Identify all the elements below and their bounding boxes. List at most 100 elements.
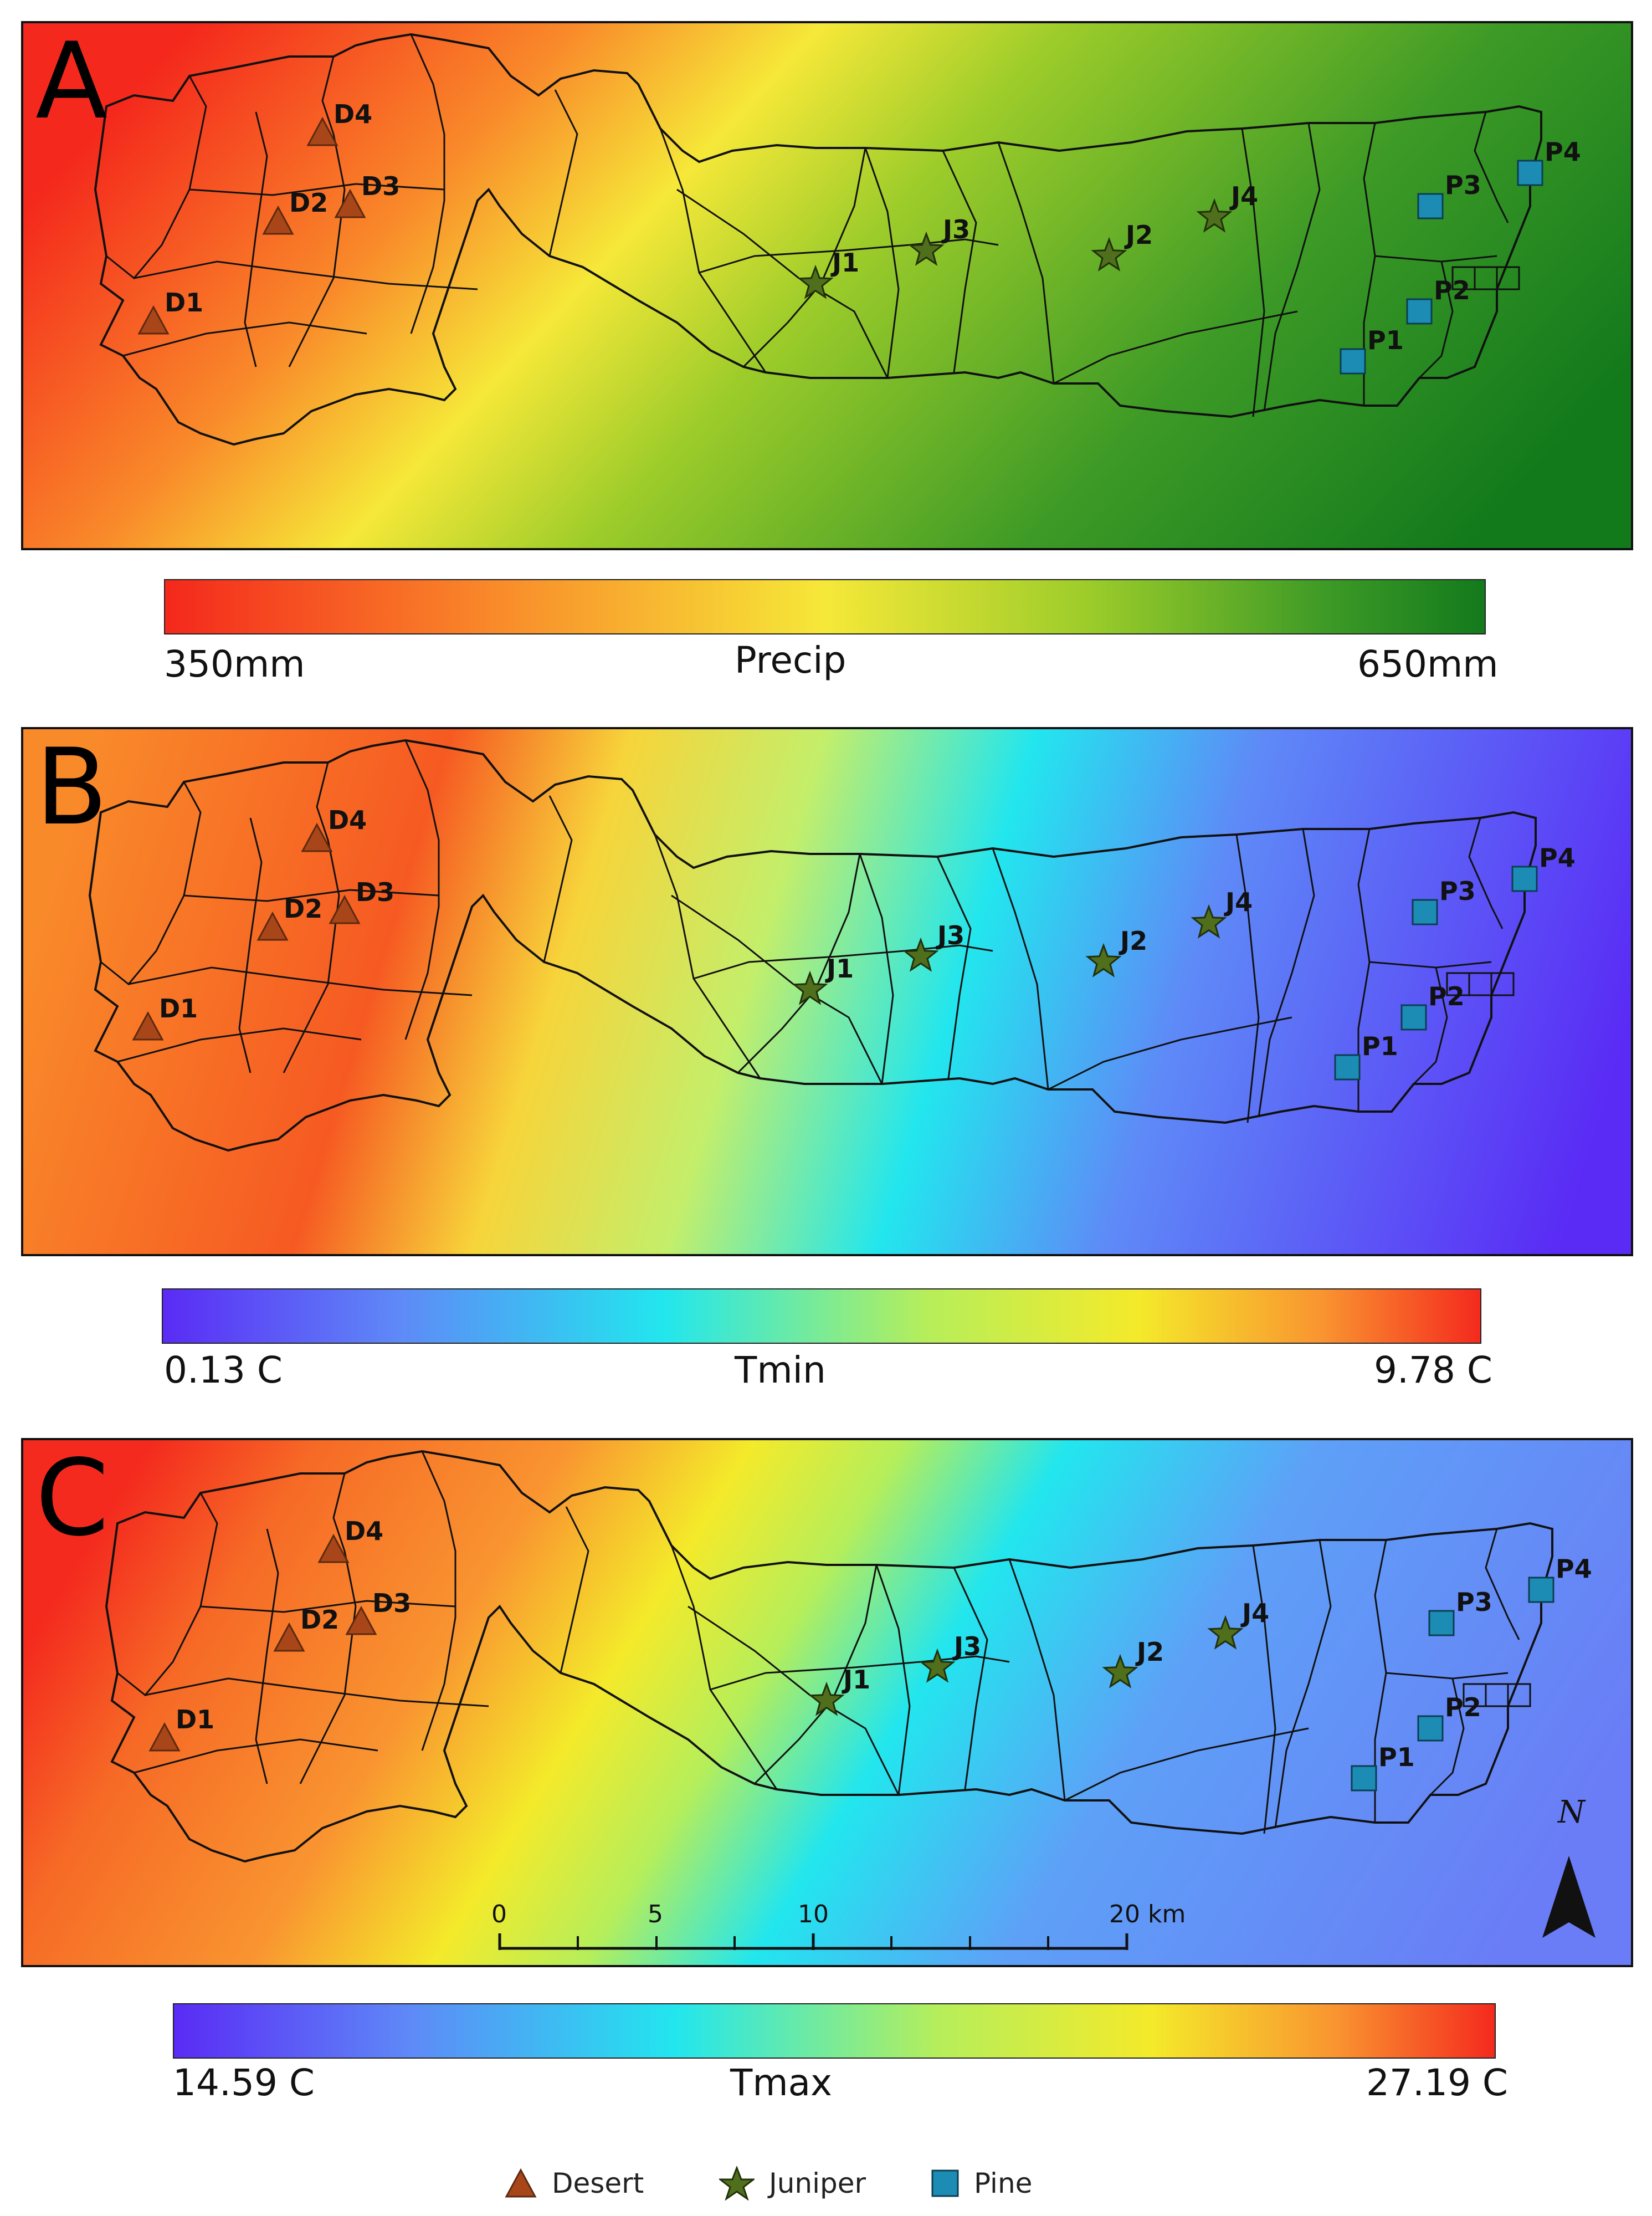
map-panel-precip: D1 D2 D3 D4 J1 J2 J3 J4 P1 P2 P3 P4 A: [21, 21, 1633, 550]
juniper-site-marker: [1207, 1615, 1244, 1650]
desert-site-label: D3: [361, 171, 400, 201]
allotment-boundary: [1274, 1539, 1332, 1829]
desert-site-marker: [137, 305, 170, 335]
allotment-boundary: [183, 889, 439, 902]
study-area-outline: [94, 33, 1542, 446]
allotment-boundary: [1048, 1016, 1292, 1091]
desert-site-marker: [148, 1722, 181, 1752]
juniper-site-label: J4: [1224, 887, 1253, 917]
allotment-boundary: [1468, 817, 1504, 929]
precip-colorbar: [164, 579, 1486, 634]
study-area-outline: [88, 739, 1537, 1152]
north-label: N: [1557, 1794, 1586, 1830]
allotment-boundary: [100, 781, 202, 986]
pine-site-label: P1: [1362, 1031, 1398, 1061]
allotment-boundary: [1507, 1683, 1531, 1707]
tmax-raster: D1 D2 D3 D4 J1 J2 J3 J4 P1 P2 P3 P4 0 5 10 20 km N: [23, 1440, 1631, 1965]
pine-site-label: P1: [1378, 1742, 1415, 1772]
study-area-boundaries: D1 D2 D3 D4 J1 J2 J3 J4 P1 P2 P3 P4: [88, 739, 1576, 1152]
allotment-boundary: [238, 817, 263, 1073]
juniper-site-label: J1: [825, 954, 854, 984]
allotment-boundary: [942, 150, 977, 373]
pine-site-marker: [1417, 193, 1444, 219]
allotment-boundary: [128, 966, 473, 996]
desert-site-label: D2: [300, 1605, 339, 1635]
juniper-site-marker: [1091, 237, 1127, 272]
desert-site-marker: [345, 1605, 377, 1635]
desert-site-label: D3: [356, 877, 394, 907]
allotment-boundary: [953, 1567, 988, 1790]
pine-site-label: P3: [1445, 170, 1481, 200]
scale-bar: 0 5 10 20 km: [491, 1900, 1186, 1950]
tmin-max-label: 9.78 C: [1374, 1349, 1493, 1391]
precip-min-label: 350mm: [164, 643, 305, 685]
desert-site-marker: [334, 188, 366, 218]
legend: Desert Juniper Pine: [499, 2161, 1108, 2205]
desert-site-marker: [273, 1622, 305, 1652]
juniper-site-marker: [919, 1648, 956, 1683]
allotment-boundary: [859, 853, 894, 1084]
star-icon: [719, 2166, 755, 2200]
pine-site-label: P2: [1428, 981, 1465, 1011]
desert-site-label: D1: [159, 994, 198, 1023]
pine-site-label: P2: [1434, 275, 1470, 305]
allotment-boundary: [992, 848, 1049, 1090]
scale-tick-10: 10: [798, 1900, 829, 1928]
desert-site-label: D1: [176, 1705, 214, 1734]
pine-site-marker: [1334, 1054, 1361, 1081]
allotment-boundary: [1258, 828, 1315, 1118]
study-area-boundaries: D1 D2 D3 D4 J1 J2 J3 J4 P1 P2 P3 P4: [105, 1450, 1592, 1863]
desert-site-marker: [301, 822, 333, 852]
allotment-boundary: [997, 142, 1055, 384]
pine-site-marker: [1340, 348, 1366, 375]
allotment-boundary: [560, 1506, 589, 1673]
pine-site-marker: [1517, 160, 1543, 186]
panel-letter: B: [35, 727, 108, 848]
north-arrow-icon: N: [1542, 1794, 1595, 1938]
desert-site-marker: [329, 894, 361, 924]
allotment-boundary: [1429, 1678, 1465, 1796]
allotment-boundary: [117, 1027, 362, 1063]
pine-site-label: P4: [1556, 1554, 1592, 1584]
juniper-site-label: J3: [936, 920, 964, 950]
juniper-site-marker: [1191, 904, 1227, 939]
juniper-site-label: J2: [1119, 926, 1147, 956]
allotment-boundary: [548, 89, 578, 257]
allotment-boundary: [1053, 310, 1298, 385]
juniper-site-label: J4: [1240, 1598, 1269, 1628]
allotment-boundary: [693, 944, 993, 980]
allotment-boundary: [410, 34, 445, 334]
pine-site-label: P3: [1439, 876, 1476, 906]
allotment-boundary: [1413, 967, 1448, 1085]
legend-juniper: Juniper: [719, 2161, 866, 2205]
map-panel-tmax: D1 D2 D3 D4 J1 J2 J3 J4 P1 P2 P3 P4 0 5 10 20 km N …: [21, 1438, 1633, 1967]
legend-pine: Pine: [931, 2161, 1032, 2205]
tmin-raster: D1 D2 D3 D4 J1 J2 J3 J4 P1 P2 P3 P4: [23, 729, 1631, 1254]
triangle-icon: [505, 2168, 537, 2198]
allotment-boundary: [699, 238, 999, 274]
allotment-boundary: [1241, 128, 1265, 417]
allotment-boundary: [1064, 1727, 1309, 1802]
square-icon: [931, 2169, 959, 2197]
juniper-site-label: J2: [1135, 1637, 1164, 1667]
desert-site-marker: [317, 1533, 350, 1563]
study-area-boundaries: D1 D2 D3 D4 J1 J2 J3 J4 P1 P2 P3 P4: [94, 33, 1581, 446]
juniper-site-marker: [797, 264, 834, 299]
desert-site-label: D1: [165, 288, 203, 318]
allotment-boundary: [1263, 122, 1321, 412]
allotment-boundary: [189, 183, 445, 196]
pine-site-label: P1: [1367, 325, 1404, 355]
pine-site-marker: [1400, 1004, 1427, 1031]
map-panel-tmin: D1 D2 D3 D4 J1 J2 J3 J4 P1 P2 P3 P4 B: [21, 727, 1633, 1256]
pine-site-label: P2: [1445, 1692, 1481, 1722]
allotment-boundary: [710, 1655, 1010, 1691]
allotment-boundary: [864, 147, 900, 378]
allotment-boundary: [1474, 111, 1509, 223]
pine-site-marker: [1412, 899, 1438, 925]
tmin-title: Tmin: [735, 1349, 826, 1391]
tmax-min-label: 14.59 C: [173, 2061, 315, 2104]
desert-site-label: D4: [334, 99, 372, 129]
pine-site-label: P3: [1456, 1587, 1492, 1617]
desert-site-label: D2: [284, 894, 322, 924]
scale-tick-5: 5: [648, 1900, 663, 1928]
